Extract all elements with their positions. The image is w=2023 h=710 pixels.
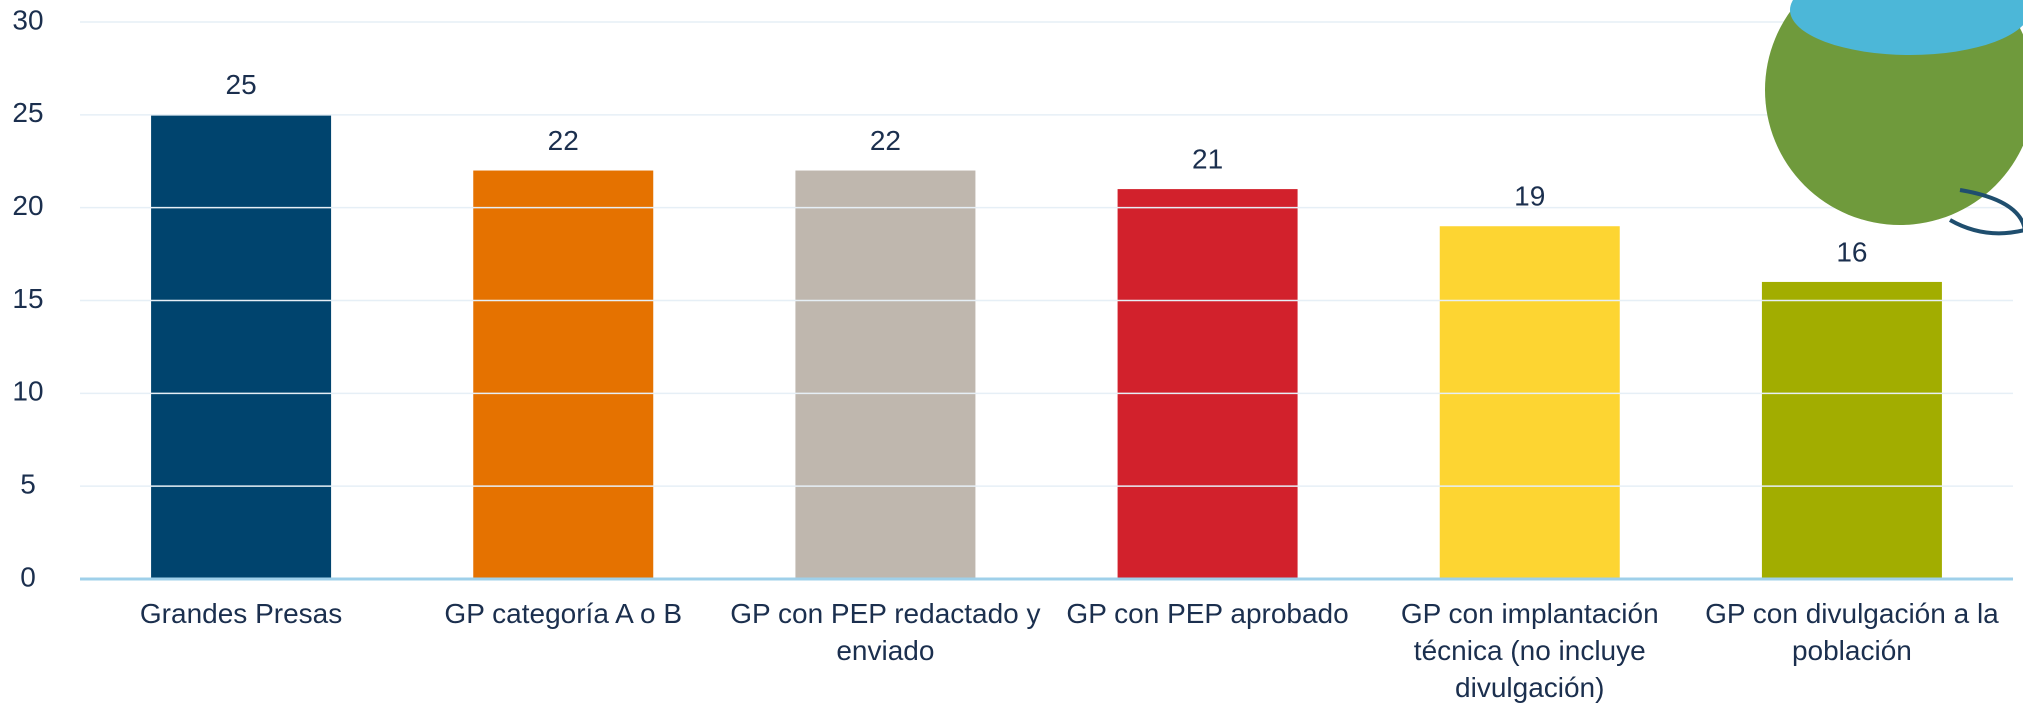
bar xyxy=(1762,282,1942,579)
globe-decoration xyxy=(1765,0,2023,233)
data-label: 19 xyxy=(1514,181,1545,212)
y-tick-label: 25 xyxy=(12,97,43,128)
data-label: 22 xyxy=(548,125,579,156)
chart: 30 25 20 15 10 5 0 25 22 22 21 19 16 Grandes Presas… xyxy=(0,0,2023,710)
bar xyxy=(1440,226,1620,579)
data-label: 25 xyxy=(226,69,257,100)
y-tick-label: 5 xyxy=(20,469,36,500)
x-tick-label: Grandes Presas xyxy=(83,595,399,632)
y-tick-label: 30 xyxy=(12,4,43,35)
bar xyxy=(151,115,331,579)
y-tick-label: 15 xyxy=(12,283,43,314)
x-tick-label: GP categoría A o B xyxy=(405,595,721,632)
y-tick-label: 20 xyxy=(12,190,43,221)
bar xyxy=(473,171,653,579)
data-label: 16 xyxy=(1836,236,1867,267)
x-tick-label: GP con divulgación a la población xyxy=(1694,595,2010,669)
y-tick-label: 10 xyxy=(12,376,43,407)
data-label: 21 xyxy=(1192,143,1223,174)
x-tick-label: GP con implantación técnica (no incluye … xyxy=(1372,595,1688,706)
data-label: 22 xyxy=(870,125,901,156)
x-tick-label: GP con PEP redactado y enviado xyxy=(727,595,1043,669)
bar xyxy=(1118,189,1298,579)
bar xyxy=(795,171,975,579)
y-tick-label: 0 xyxy=(20,561,36,592)
x-tick-label: GP con PEP aprobado xyxy=(1050,595,1366,632)
